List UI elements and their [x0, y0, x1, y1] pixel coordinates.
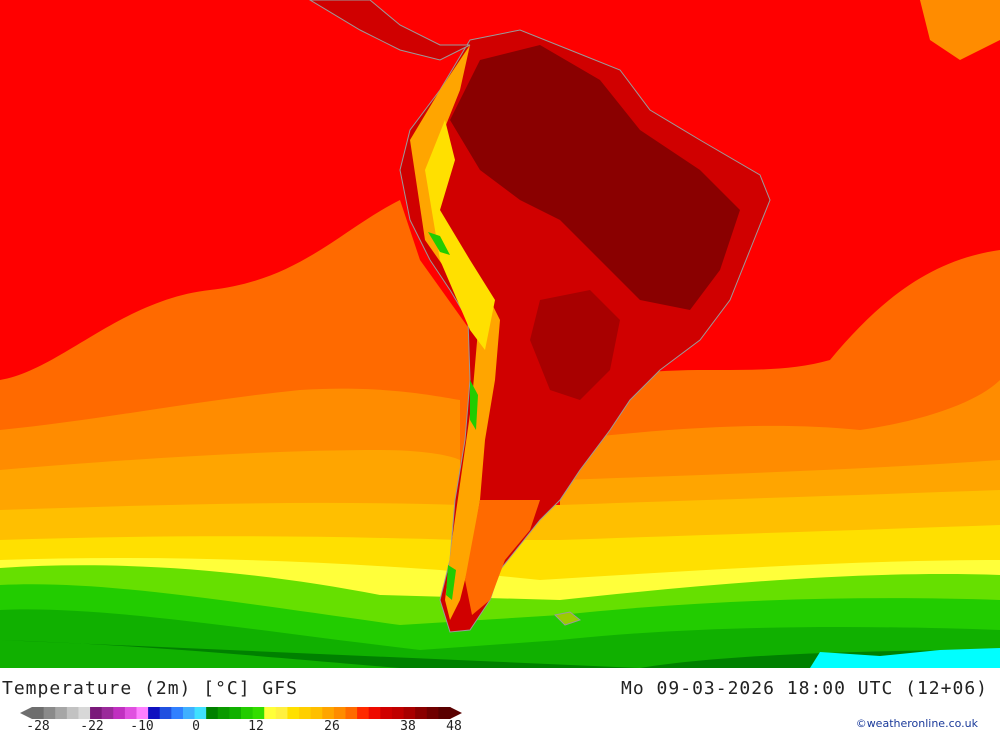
colorbar-tick: 48	[446, 719, 462, 734]
colorbar-swatch	[403, 707, 416, 719]
temperature-map	[0, 0, 1000, 668]
colorbar-swatch	[229, 707, 242, 719]
colorbar-tick: 12	[248, 719, 264, 734]
colorbar-swatch	[415, 707, 428, 719]
andes-cool-strip	[410, 45, 500, 620]
map-title: Temperature (2m) [°C] GFS	[2, 678, 298, 699]
colorbar-swatch	[391, 707, 405, 719]
map-footer	[0, 668, 1000, 733]
site-credit: ©weatheronline.co.uk	[855, 717, 978, 730]
colorbar-swatch	[90, 707, 103, 719]
colorbar-swatch	[136, 707, 149, 719]
colorbar-swatch	[206, 707, 219, 719]
colorbar-swatch	[78, 707, 91, 719]
antarctic-cold-patch	[810, 648, 1000, 668]
colorbar-swatch	[287, 707, 300, 719]
central-hot-core	[530, 290, 620, 400]
colorbar-swatch	[55, 707, 68, 719]
temperature-colorbar	[20, 707, 462, 719]
andes-yellow-strip	[425, 120, 495, 350]
colorbar-swatch	[345, 707, 358, 719]
colorbar-swatch	[333, 707, 346, 719]
colorbar-swatch	[310, 707, 323, 719]
colorbar-arrow-low	[20, 707, 32, 719]
colorbar-swatch	[217, 707, 230, 719]
colorbar-swatch	[66, 707, 79, 719]
colorbar-swatch	[43, 707, 56, 719]
forecast-timestamp: Mo 09-03-2026 18:00 UTC (12+06)	[621, 678, 988, 699]
colorbar-swatch	[113, 707, 126, 719]
colorbar-swatch	[171, 707, 184, 719]
patagonia-orange	[465, 500, 540, 615]
colorbar-swatch	[299, 707, 312, 719]
colorbar-tick: -10	[130, 719, 154, 734]
colorbar-swatch	[159, 707, 172, 719]
colorbar-swatch	[32, 707, 45, 719]
colorbar-tick: -22	[80, 719, 104, 734]
colorbar-swatch	[264, 707, 277, 719]
central-america-land	[309, 0, 471, 61]
colorbar-tick: 0	[192, 719, 200, 734]
colorbar-swatch	[241, 707, 254, 719]
amazon-hot-core	[450, 45, 740, 310]
colorbar-swatch	[357, 707, 370, 719]
colorbar-swatch	[438, 707, 451, 719]
andes-green-patch-1	[428, 232, 450, 255]
colorbar-swatch	[252, 707, 265, 719]
caribbean-coast-patch	[920, 0, 1000, 60]
colorbar-swatch	[148, 707, 161, 719]
colorbar-tick: -28	[26, 719, 50, 734]
colorbar-tick: 38	[400, 719, 416, 734]
colorbar-swatch	[368, 707, 381, 719]
colorbar-swatch	[124, 707, 137, 719]
colorbar-arrow-high	[450, 707, 462, 719]
andes-green-patch-3	[446, 565, 456, 600]
colorbar-swatch	[426, 707, 439, 719]
colorbar-swatch	[380, 707, 393, 719]
colorbar-swatch	[322, 707, 335, 719]
ocean-band-0	[0, 640, 1000, 668]
falkland-islands	[553, 611, 582, 626]
colorbar-swatch	[101, 707, 114, 719]
colorbar-swatch	[275, 707, 288, 719]
colorbar-tick: 26	[324, 719, 340, 734]
colorbar-swatch	[182, 707, 196, 719]
colorbar-swatch	[194, 707, 207, 719]
andes-green-patch-2	[470, 380, 478, 430]
